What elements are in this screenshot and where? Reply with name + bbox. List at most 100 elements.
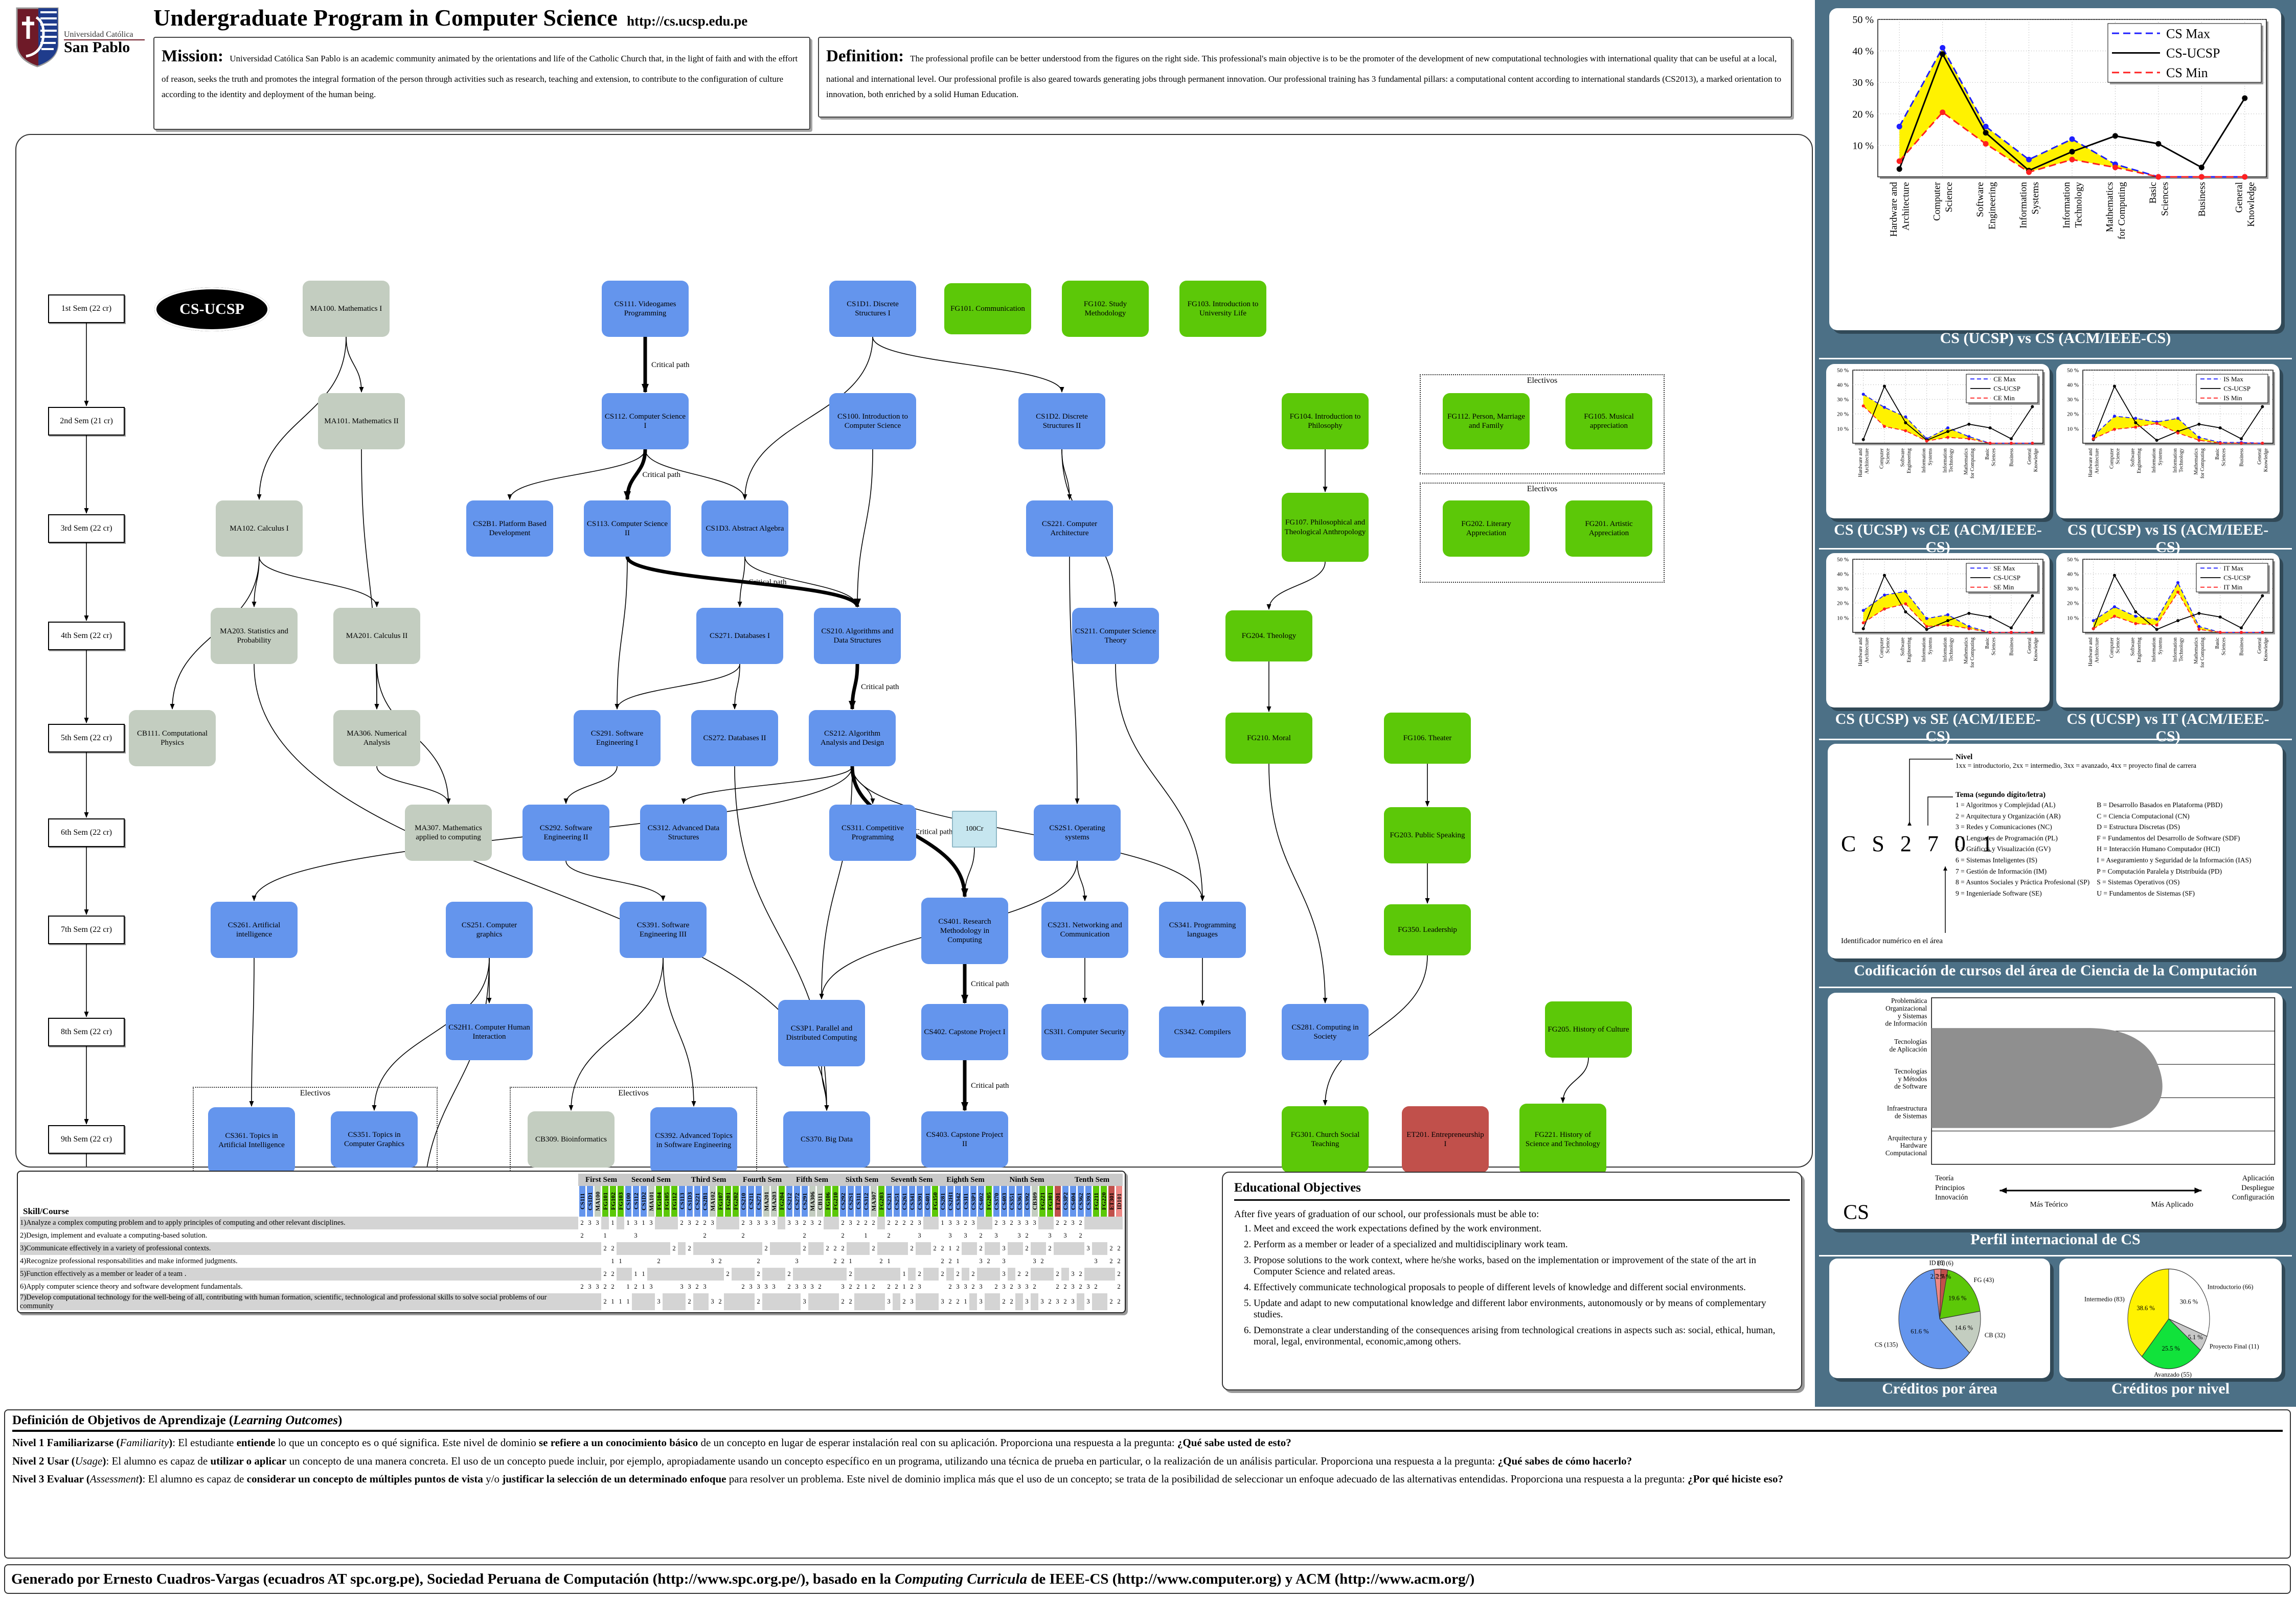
course-FG205: FG205. History of Culture <box>1545 1001 1632 1058</box>
skill-value-cell <box>655 1217 663 1229</box>
course-code-header: CS401 <box>923 1186 931 1217</box>
skill-value-cell <box>747 1293 755 1311</box>
svg-text:Information: Information <box>1942 637 1948 662</box>
skill-value-cell <box>992 1255 1000 1268</box>
svg-text:Information: Information <box>1942 448 1948 473</box>
skill-text: 7)Develop computational technology for t… <box>20 1293 578 1311</box>
course-CS351: CS351. Topics in Computer Graphics <box>331 1111 418 1168</box>
table-corner-label: Skill/Course <box>23 1206 69 1216</box>
course-code-header: FG221 <box>1038 1186 1046 1217</box>
skill-value-cell <box>747 1229 755 1242</box>
skill-value-cell <box>954 1229 962 1242</box>
skill-value-cell: 3 <box>772 1283 776 1290</box>
skills-course-matrix: Skill/Course First Sem Second Sem Third Sem… <box>17 1171 1126 1314</box>
skill-value-cell <box>870 1229 877 1242</box>
semester-label-s1: 1st Sem (22 cr) <box>48 294 125 323</box>
skill-value-cell: 2 <box>757 1258 760 1265</box>
skill-value-cell <box>1023 1255 1031 1268</box>
edge-CS1D3-CS210 <box>744 556 860 607</box>
semester-group-header: Second Sem <box>624 1174 678 1186</box>
skill-value-cell <box>663 1229 670 1242</box>
svg-text:Technology: Technology <box>2073 182 2084 228</box>
edge-FG210-CS281 <box>1268 763 1328 1003</box>
skill-value-cell: 2 <box>870 1242 877 1255</box>
svg-text:30 %: 30 % <box>2067 397 2079 403</box>
course-CS221: CS221. Computer Architecture <box>1026 500 1113 557</box>
skill-value-cell <box>808 1293 816 1311</box>
separator-line <box>1819 1255 2292 1257</box>
svg-text:Basic: Basic <box>1985 637 1990 649</box>
edge-CS1D3-CS271 <box>737 556 745 607</box>
skill-value-cell <box>655 1242 663 1255</box>
skill-value-cell: 2 <box>1061 1293 1069 1311</box>
course-CS251: CS251. Computer graphics <box>446 902 533 958</box>
skill-value-cell: 2 <box>987 1258 990 1265</box>
svg-text:CS Max: CS Max <box>2166 26 2210 41</box>
skill-value-cell: 3 <box>709 1217 716 1229</box>
skill-value-cell <box>793 1242 801 1255</box>
svg-text:30 %: 30 % <box>1852 77 1874 88</box>
skill-value-cell: 2 <box>601 1293 609 1311</box>
chart-card-2: 10 % 20 % 30 % 40 % 50 % IS Max CS-UCSP IS Min H… <box>2056 364 2280 518</box>
course-code-header: CS1D3 <box>686 1186 693 1217</box>
course-CS2H1: CS2H1. Computer Human Interaction <box>446 1004 533 1060</box>
skill-value-cell <box>778 1255 785 1268</box>
pie-chart: Introductorio (66) 30.6 % Proyecto Final (… <box>2084 1268 2259 1378</box>
skill-value-cell: 2 <box>900 1293 908 1311</box>
svg-text:Proyecto Final (11): Proyecto Final (11) <box>2210 1343 2259 1350</box>
skill-value-cell <box>885 1242 893 1255</box>
skill-value-cell <box>801 1255 808 1268</box>
edge-MA100-MA102 <box>257 336 347 500</box>
skill-value-cell <box>908 1268 916 1281</box>
course-code-header: FG106 <box>824 1186 831 1217</box>
skill-value-cell <box>1046 1217 1054 1229</box>
svg-text:5.1 %: 5.1 % <box>2188 1334 2203 1341</box>
svg-text:Business: Business <box>2197 182 2208 217</box>
skill-value-cell <box>716 1268 724 1281</box>
svg-text:40 %: 40 % <box>1852 46 1874 57</box>
skill-value-cell: 3 <box>916 1217 923 1229</box>
chart-card-4: 10 % 20 % 30 % 40 % 50 % IT Max CS-UCSP IT Min H… <box>2056 553 2280 707</box>
skill-value-cell <box>670 1268 678 1281</box>
skill-value-cell <box>824 1229 831 1242</box>
svg-text:Introductorio (66): Introductorio (66) <box>2208 1283 2254 1290</box>
objective-item: Demonstrate a clear understanding of the… <box>1254 1325 1790 1347</box>
course-FG204: FG204. Theology <box>1225 610 1312 661</box>
course-code-header: CS402 <box>977 1186 985 1217</box>
skill-value-cell <box>739 1293 747 1311</box>
skill-value-cell <box>1092 1217 1100 1229</box>
skill-value-cell: 3 <box>1015 1217 1023 1229</box>
svg-text:Systems: Systems <box>2157 448 2163 465</box>
skill-value-cell <box>1038 1242 1046 1255</box>
course-FG101: FG101. Communication <box>944 283 1031 334</box>
course-code-header: ET201 <box>1054 1186 1061 1217</box>
skill-value-cell: 2 <box>1117 1258 1121 1265</box>
course-code-header: CB309 <box>1031 1186 1038 1217</box>
skill-value-cell: 3 <box>586 1217 594 1229</box>
skill-value-cell <box>724 1242 732 1255</box>
skill-value-cell <box>1100 1281 1107 1293</box>
edge-CS271-CS291 <box>615 664 740 710</box>
skill-value-cell <box>640 1255 647 1268</box>
skill-value-cell: 2 <box>801 1242 808 1255</box>
skill-value-cell: 3 <box>1002 1283 1006 1290</box>
skill-value-cell <box>900 1255 908 1268</box>
skill-value-cell: 2 <box>916 1268 923 1281</box>
skill-value-cell <box>831 1281 839 1293</box>
semester-label-s4: 4th Sem (22 cr) <box>48 622 125 650</box>
edge-CS2S1-CS231 <box>1077 860 1087 901</box>
skill-value-cell <box>831 1229 839 1242</box>
skill-value-cell: 3 <box>994 1232 998 1239</box>
skill-value-cell <box>854 1255 862 1268</box>
skill-value-cell: 3 <box>785 1217 793 1229</box>
skill-value-cell <box>1107 1268 1115 1281</box>
svg-text:Mathematics: Mathematics <box>2194 637 2199 664</box>
skill-value-cell: 2 <box>895 1283 898 1290</box>
skill-value-cell <box>670 1229 678 1242</box>
skill-value-cell <box>747 1242 755 1255</box>
svg-text:Innovación: Innovación <box>1935 1194 1968 1202</box>
svg-text:Mathematics: Mathematics <box>1964 637 1969 664</box>
skill-value-cell: 2 <box>833 1258 837 1265</box>
svg-text:y Métodos: y Métodos <box>1898 1075 1927 1083</box>
skill-value-cell <box>785 1293 793 1311</box>
